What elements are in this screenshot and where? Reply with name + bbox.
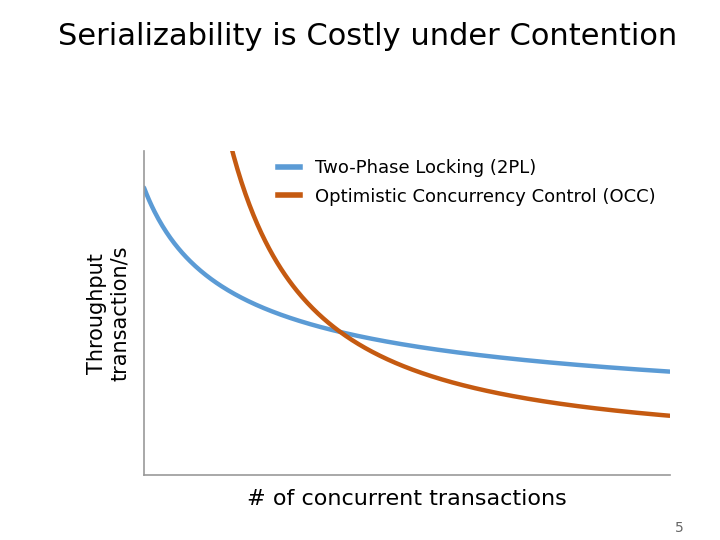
Legend: Two-Phase Locking (2PL), Optimistic Concurrency Control (OCC): Two-Phase Locking (2PL), Optimistic Conc…: [273, 154, 660, 212]
Text: Serializability is Costly under Contention: Serializability is Costly under Contenti…: [58, 22, 677, 51]
Text: 5: 5: [675, 521, 684, 535]
X-axis label: # of concurrent transactions: # of concurrent transactions: [247, 489, 567, 509]
Y-axis label: Throughput
transaction/s: Throughput transaction/s: [87, 246, 130, 381]
